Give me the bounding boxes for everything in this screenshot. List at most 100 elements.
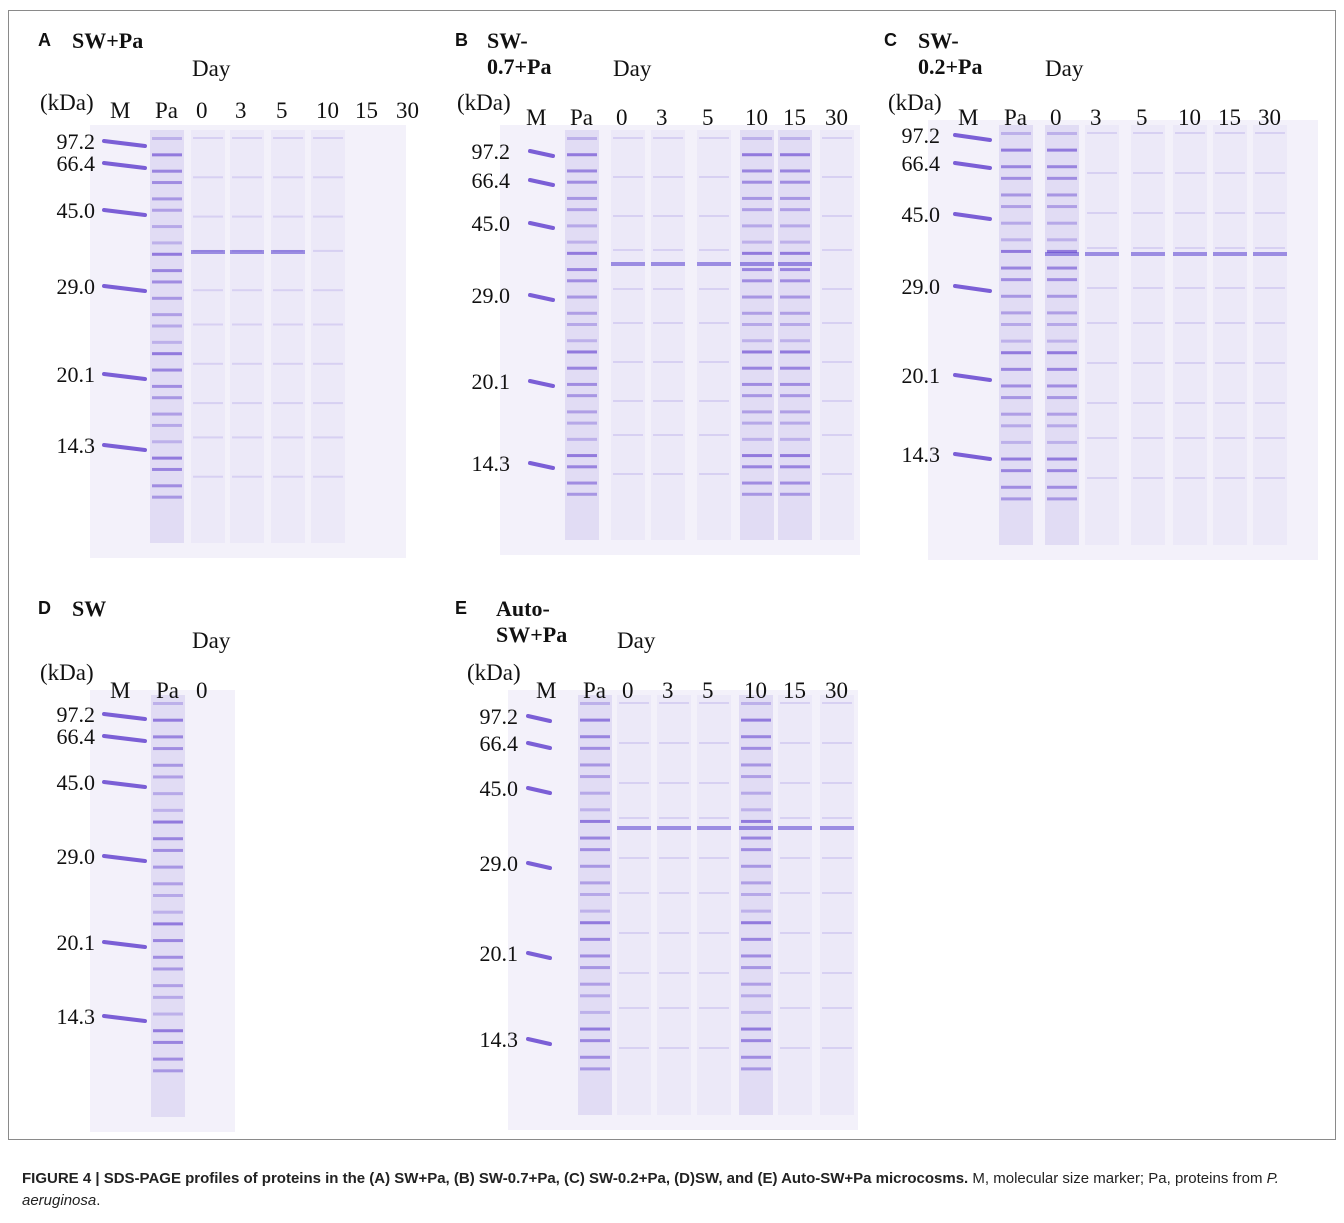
protein-band	[619, 702, 649, 704]
protein-band	[822, 288, 852, 290]
protein-band	[741, 836, 771, 840]
protein-band	[742, 240, 772, 244]
dominant-band	[739, 826, 773, 830]
protein-band	[580, 937, 610, 941]
lane-smear	[651, 130, 685, 540]
protein-band	[1047, 238, 1077, 242]
protein-band	[1255, 322, 1285, 324]
protein-band	[1175, 212, 1205, 214]
dominant-band	[697, 262, 731, 266]
protein-band	[232, 436, 262, 439]
kda-label: (kDa)	[40, 90, 94, 115]
protein-band	[153, 702, 183, 705]
protein-band	[1047, 294, 1077, 298]
protein-band	[153, 792, 183, 796]
protein-band	[822, 817, 852, 819]
protein-band	[699, 137, 729, 139]
panel-title: SW-0.2+Pa	[918, 28, 983, 79]
lane-label: 5	[702, 105, 714, 130]
marker-label: 66.4	[901, 151, 941, 176]
protein-band	[153, 984, 183, 988]
protein-band	[152, 181, 182, 185]
protein-band	[653, 361, 683, 363]
protein-band	[1175, 362, 1205, 364]
protein-band	[567, 137, 597, 140]
protein-band	[1255, 172, 1285, 174]
protein-band	[580, 909, 610, 913]
protein-band	[153, 939, 183, 943]
protein-band	[1001, 205, 1031, 209]
protein-band	[1255, 287, 1285, 289]
protein-band	[613, 137, 643, 139]
protein-band	[273, 215, 303, 218]
marker-label: 97.2	[56, 702, 96, 727]
protein-band	[580, 808, 610, 812]
lane-label: M	[526, 105, 547, 130]
caption-end: .	[96, 1192, 101, 1209]
protein-band	[1255, 212, 1285, 214]
protein-band	[580, 791, 610, 795]
marker-band	[102, 443, 147, 452]
protein-band	[699, 932, 729, 934]
protein-band	[1087, 322, 1117, 324]
protein-band	[741, 1055, 771, 1059]
protein-band	[780, 702, 810, 704]
protein-band	[153, 747, 183, 751]
protein-band	[273, 402, 303, 405]
protein-band	[1047, 440, 1077, 444]
protein-band	[152, 423, 182, 427]
protein-band	[580, 1039, 610, 1043]
marker-label: 45.0	[56, 770, 96, 795]
protein-band	[742, 295, 772, 299]
lane-smear	[739, 695, 773, 1115]
protein-band	[742, 350, 772, 354]
protein-band	[1215, 172, 1245, 174]
protein-band	[152, 280, 182, 284]
marker-band	[102, 854, 147, 863]
marker-band	[528, 379, 555, 388]
lane-smear	[697, 130, 731, 540]
protein-band	[152, 495, 182, 499]
protein-band	[1133, 287, 1163, 289]
protein-band	[742, 382, 772, 386]
day-label: Day	[192, 628, 231, 653]
protein-band	[780, 323, 810, 326]
protein-band	[780, 492, 810, 496]
marker-band	[102, 780, 147, 789]
protein-band	[1047, 412, 1077, 416]
protein-band	[152, 225, 182, 229]
protein-band	[741, 718, 771, 722]
protein-band	[193, 436, 223, 439]
marker-label: 14.3	[471, 451, 511, 476]
marker-band	[102, 372, 147, 381]
lane-label: 10	[744, 678, 767, 703]
protein-band	[822, 857, 852, 859]
protein-band	[1001, 238, 1031, 242]
protein-band	[580, 1027, 610, 1031]
protein-band	[653, 249, 683, 251]
protein-band	[1255, 362, 1285, 364]
protein-band	[822, 215, 852, 217]
protein-band	[153, 882, 183, 886]
protein-band	[1215, 402, 1245, 404]
dominant-band	[1253, 252, 1287, 256]
protein-band	[153, 967, 183, 971]
protein-band	[567, 492, 597, 496]
protein-band	[742, 481, 772, 485]
protein-band	[822, 972, 852, 974]
protein-band	[1215, 362, 1245, 364]
lane-smear	[311, 130, 345, 543]
protein-band	[780, 742, 810, 744]
protein-band	[1087, 437, 1117, 439]
protein-band	[1047, 469, 1077, 473]
protein-band	[780, 180, 810, 184]
protein-band	[193, 475, 223, 478]
protein-band	[152, 313, 182, 317]
kda-label: (kDa)	[888, 90, 942, 115]
protein-band	[580, 1067, 610, 1071]
lane-smear	[617, 695, 651, 1115]
lane-label: M	[536, 678, 557, 703]
protein-band	[742, 323, 772, 326]
protein-band	[613, 176, 643, 178]
protein-band	[742, 492, 772, 496]
